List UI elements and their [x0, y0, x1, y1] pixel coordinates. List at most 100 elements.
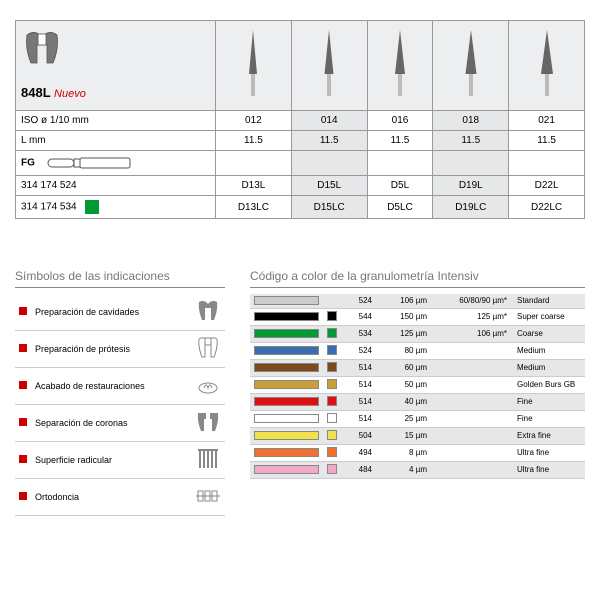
product-model-cell: 848L Nuevo [16, 21, 216, 111]
spec-value: 11.5 [291, 131, 367, 151]
legend-row: Superficie radicular [15, 442, 225, 479]
grit-code: 504 [341, 427, 376, 444]
grit-code: 524 [341, 294, 376, 308]
grit-um2 [431, 444, 511, 461]
bur-img-4 [509, 21, 585, 111]
grit-square-icon [327, 396, 337, 406]
grit-code: 484 [341, 461, 376, 478]
grit-name: Ultra fine [511, 461, 585, 478]
grit-um2 [431, 376, 511, 393]
spec-value: 021 [509, 111, 585, 131]
grit-square-icon [327, 345, 337, 355]
grit-row: 50415 µmExtra fine [250, 427, 585, 444]
grit-bar-icon [254, 397, 319, 406]
grit-bar-icon [254, 296, 319, 305]
grit-section: Código a color de la granulometría Inten… [250, 269, 585, 516]
legend-label: Superficie radicular [31, 442, 190, 479]
grit-um: 40 µm [376, 393, 431, 410]
grit-bar-icon [254, 380, 319, 389]
bur-img-0 [216, 21, 292, 111]
grit-name: Fine [511, 393, 585, 410]
grit-um: 106 µm [376, 294, 431, 308]
bottom-section: Símbolos de las indicaciones Preparación… [15, 269, 585, 516]
grit-square-icon [327, 413, 337, 423]
grit-um2 [431, 393, 511, 410]
spec-value: 11.5 [367, 131, 433, 151]
grit-row: 4844 µm Ultra fine [250, 461, 585, 478]
red-marker-icon [19, 381, 27, 389]
fg-row: FG [16, 151, 585, 176]
grit-bar-icon [254, 414, 319, 423]
spec-value: 11.5 [216, 131, 292, 151]
legend-table: Preparación de cavidadesPreparación de p… [15, 294, 225, 516]
grit-um2 [431, 359, 511, 376]
grit-um2: 125 µm* [431, 308, 511, 325]
grit-um: 125 µm [376, 325, 431, 342]
grit-name: Standard [511, 294, 585, 308]
grit-bar-icon [254, 363, 319, 372]
ref-label: 314 174 534 [16, 196, 216, 219]
grit-row: 51460 µmMedium [250, 359, 585, 376]
grit-name: Medium [511, 359, 585, 376]
legend-row: Preparación de cavidades [15, 294, 225, 331]
product-table: 848L Nuevo ISO ø 1/10 mm012014016018021L… [15, 20, 585, 219]
spec-value: 11.5 [433, 131, 509, 151]
grit-row: 524106 µm60/80/90 µm*Standard [250, 294, 585, 308]
legend-section: Símbolos de las indicaciones Preparación… [15, 269, 225, 516]
spec-row: L mm11.511.511.511.511.5 [16, 131, 585, 151]
grit-row: 51440 µmFine [250, 393, 585, 410]
grit-square-icon [327, 447, 337, 457]
grit-square-icon [327, 464, 337, 474]
grit-bar-icon [254, 312, 319, 321]
product-header-row: 848L Nuevo [16, 21, 585, 111]
bur-img-2 [367, 21, 433, 111]
legend-label: Separación de coronas [31, 405, 190, 442]
grit-um: 4 µm [376, 461, 431, 478]
legend-icon [190, 294, 225, 331]
grit-row: 534125 µm106 µm*Coarse [250, 325, 585, 342]
spec-value: 018 [433, 111, 509, 131]
grit-name: Fine [511, 410, 585, 427]
grit-name: Golden Burs GB [511, 376, 585, 393]
spec-label: ISO ø 1/10 mm [16, 111, 216, 131]
grit-bar-icon [254, 346, 319, 355]
shank-icon [46, 155, 136, 171]
grit-square-icon [327, 430, 337, 440]
grit-name: Coarse [511, 325, 585, 342]
grit-name: Super coarse [511, 308, 585, 325]
grit-um2 [431, 410, 511, 427]
grit-row: 51450 µmGolden Burs GB [250, 376, 585, 393]
grit-square-icon [327, 379, 337, 389]
grit-um: 80 µm [376, 342, 431, 359]
grit-um: 15 µm [376, 427, 431, 444]
model-number: 848L [21, 85, 50, 100]
bur-img-3 [433, 21, 509, 111]
spec-value: 016 [367, 111, 433, 131]
ref-code: D5L [367, 176, 433, 196]
grit-bar-icon [254, 465, 319, 474]
grit-um2 [431, 427, 511, 444]
ref-code: D15L [291, 176, 367, 196]
grit-um: 150 µm [376, 308, 431, 325]
bur-img-1 [291, 21, 367, 111]
ref-row: 314 174 524D13LD15LD5LD19LD22L [16, 176, 585, 196]
grit-code: 514 [341, 410, 376, 427]
grit-title: Código a color de la granulometría Inten… [250, 269, 585, 288]
ref-code: D22L [509, 176, 585, 196]
grit-row: 544150 µm125 µm*Super coarse [250, 308, 585, 325]
legend-label: Acabado de restauraciones [31, 368, 190, 405]
grit-code: 524 [341, 342, 376, 359]
ref-code: D22LC [509, 196, 585, 219]
red-marker-icon [19, 344, 27, 352]
ref-code: D19L [433, 176, 509, 196]
red-marker-icon [19, 418, 27, 426]
grit-name: Ultra fine [511, 444, 585, 461]
ref-label: 314 174 524 [16, 176, 216, 196]
fg-label: FG [21, 158, 35, 169]
legend-row: Acabado de restauraciones [15, 368, 225, 405]
ref-code: D13LC [216, 196, 292, 219]
grit-row: 51425 µmFine [250, 410, 585, 427]
legend-title: Símbolos de las indicaciones [15, 269, 225, 288]
red-marker-icon [19, 455, 27, 463]
legend-row: Separación de coronas [15, 405, 225, 442]
